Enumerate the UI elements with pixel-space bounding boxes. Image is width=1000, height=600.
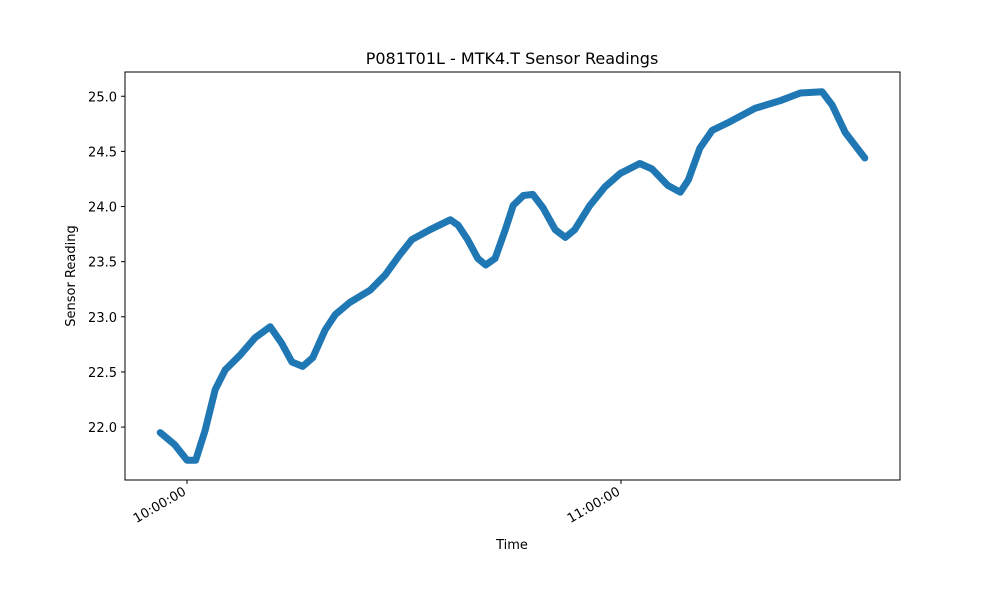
y-tick-label: 23.0: [88, 311, 117, 326]
x-axis-label: Time: [495, 538, 528, 553]
y-tick-label: 24.0: [88, 201, 117, 216]
data-line: [156, 88, 869, 464]
chart-title: P081T01L - MTK4.T Sensor Readings: [366, 49, 659, 68]
plot-frame: [124, 71, 901, 481]
y-tick-label: 25.0: [88, 90, 117, 105]
y-tick-label: 22.0: [88, 421, 117, 436]
y-axis-label: Sensor Reading: [64, 225, 79, 326]
y-tick-label: 22.5: [88, 366, 117, 381]
y-tick-label: 23.5: [88, 256, 117, 271]
y-tick-label: 24.5: [88, 145, 117, 160]
